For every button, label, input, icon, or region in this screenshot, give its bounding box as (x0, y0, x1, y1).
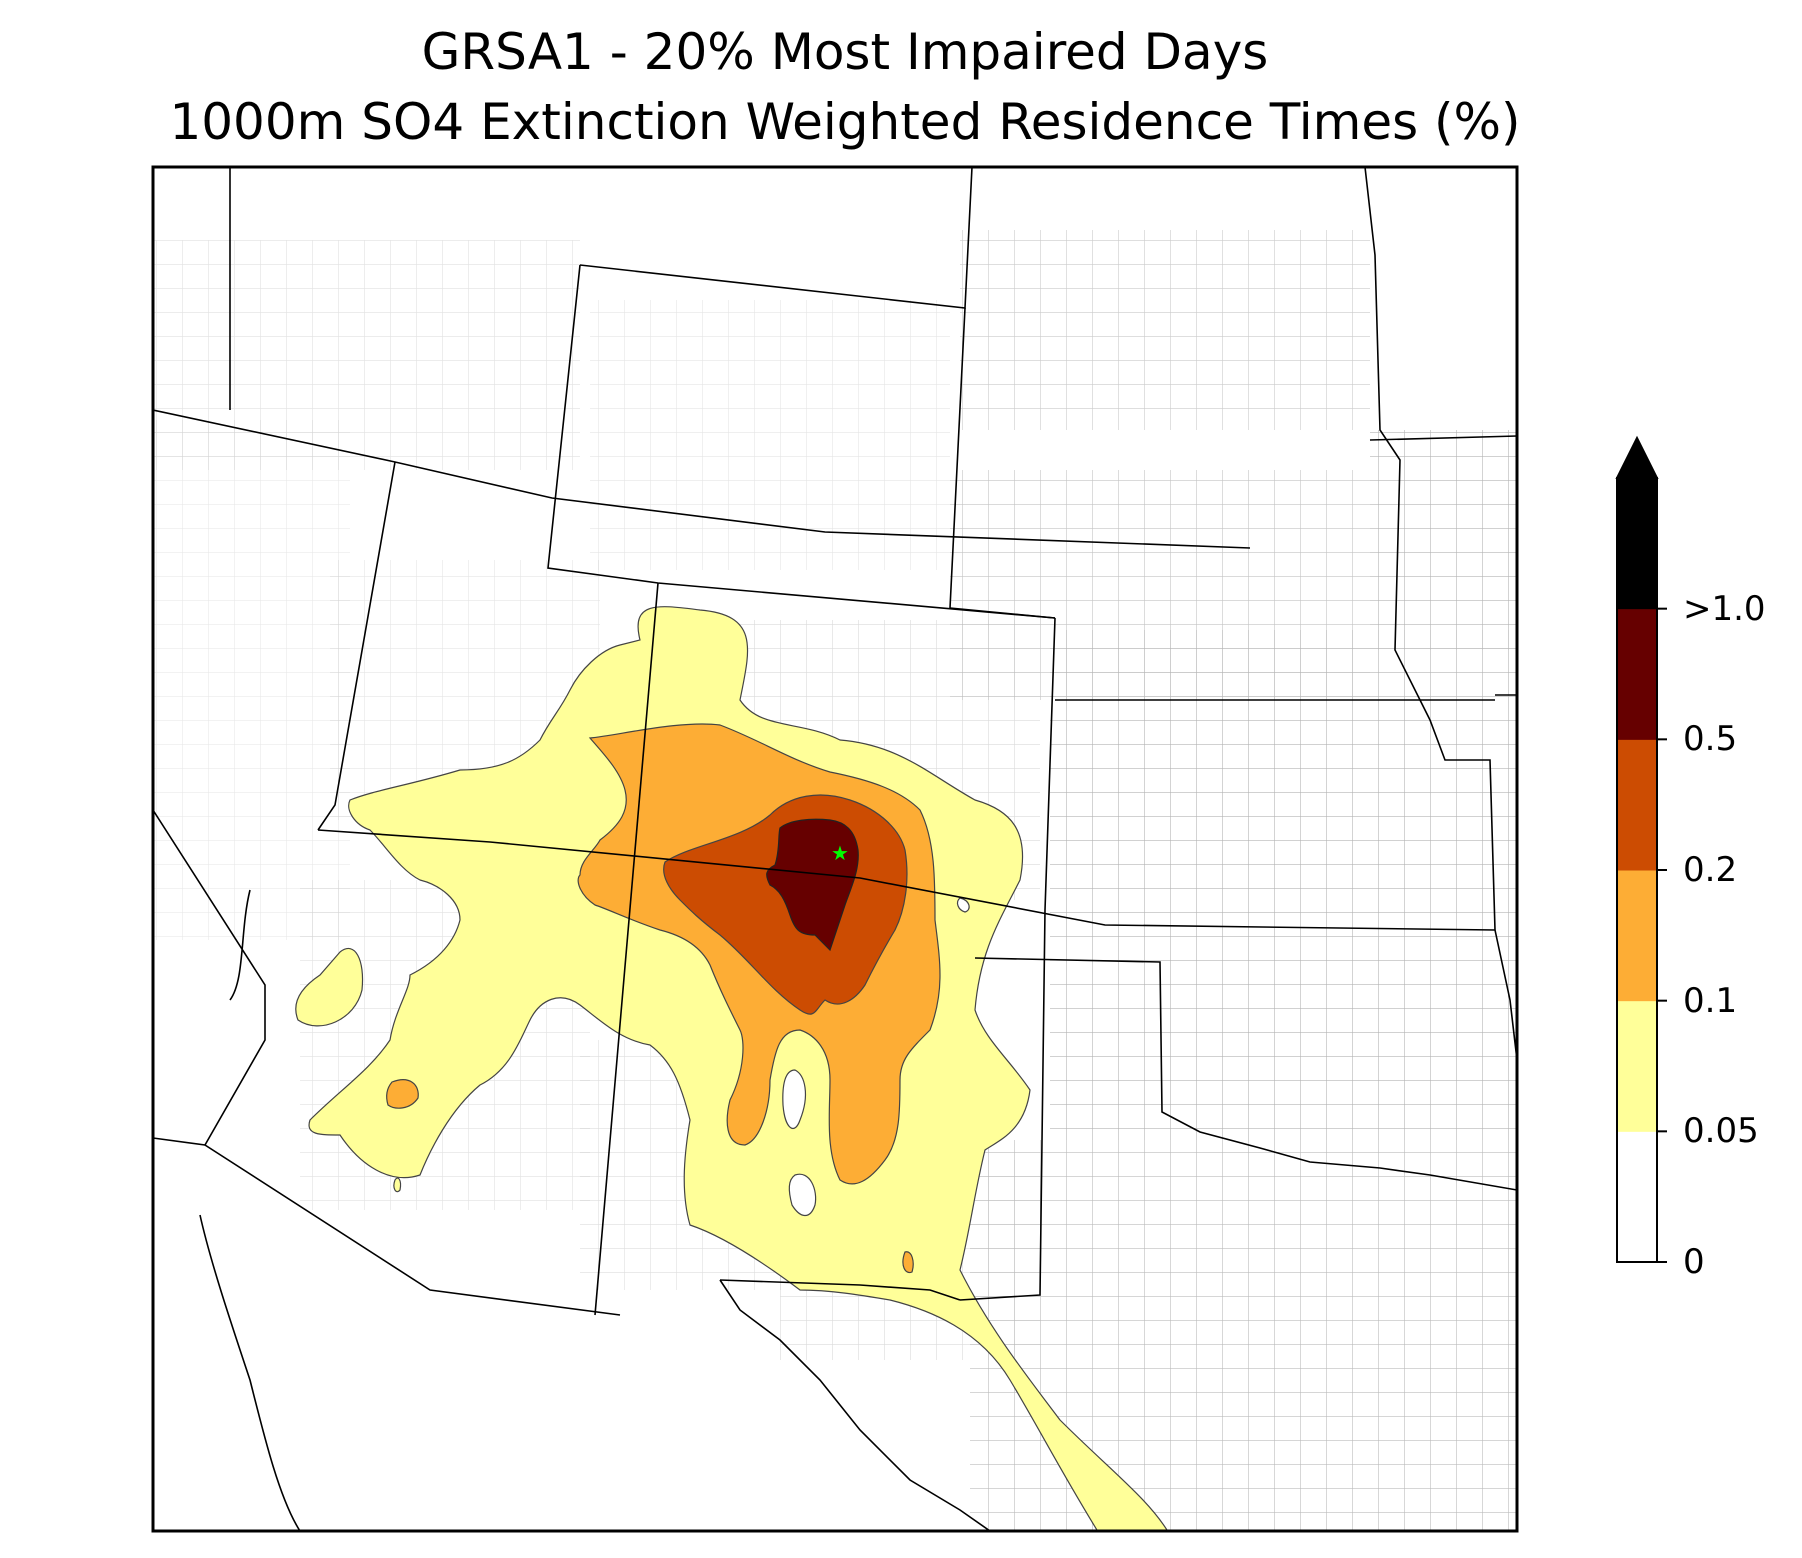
colorbar-extend-arrow (1615, 435, 1659, 479)
colorbar-bin (1617, 478, 1657, 610)
colorbar-bin (1617, 739, 1657, 871)
colorbar-bin (1617, 1131, 1657, 1263)
contour-0.5-1.0 (766, 818, 859, 952)
colorbar-tick-label: >1.0 (1683, 588, 1766, 629)
map-frame (151, 165, 1519, 1533)
colorbar-tick-label: 0.5 (1683, 719, 1738, 760)
colorbar-bin (1617, 608, 1657, 740)
colorbar-tick-label: 0.1 (1683, 980, 1738, 1021)
colorbar (1615, 435, 1667, 1263)
site-star-marker: ★ (831, 841, 849, 865)
colorbar-tick-label: 0.05 (1683, 1111, 1759, 1152)
contour-holes (782, 897, 970, 1217)
contour-0.05-0.1 (295, 606, 1169, 1531)
colorbar-tick-label: 0.2 (1683, 850, 1738, 890)
map-subtitle: 1000m SO4 Extinction Weighted Residence … (169, 93, 1521, 151)
map-title: GRSA1 - 20% Most Impaired Days (421, 23, 1269, 81)
colorbar-bin (1617, 870, 1657, 1002)
colorbar-tick-label: 0 (1683, 1242, 1705, 1282)
colorbar-bin (1617, 1000, 1657, 1132)
svg-text:★: ★ (831, 841, 849, 865)
state-borders (153, 167, 1517, 1531)
map-area: ★ (153, 167, 1517, 1531)
